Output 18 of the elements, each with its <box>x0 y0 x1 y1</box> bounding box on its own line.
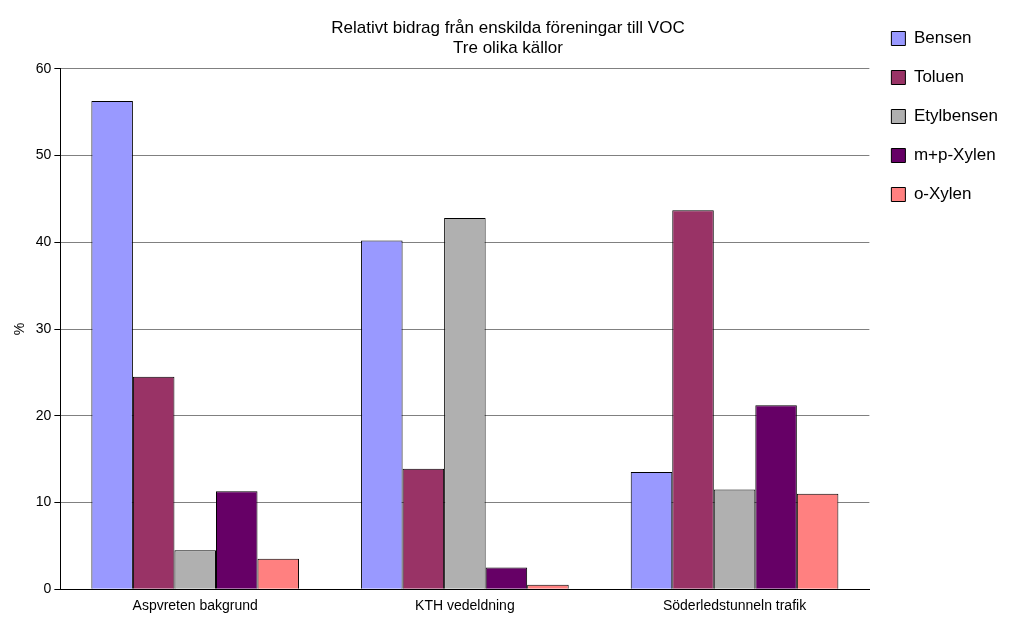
y-tick-label: 10 <box>35 493 52 510</box>
y-tick-label: 0 <box>43 580 52 597</box>
x-tick-label: KTH vedeldning <box>415 597 515 614</box>
legend-label: Toluen <box>913 67 964 87</box>
legend-label: Etylbensen <box>913 106 999 126</box>
legend-label: Bensen <box>913 28 972 48</box>
y-tick-label: 60 <box>35 59 52 76</box>
y-axis-title: % <box>11 322 28 336</box>
y-tick-label: 30 <box>35 319 52 336</box>
y-tick-label: 40 <box>35 233 52 250</box>
text: Tre olika källor <box>453 38 563 58</box>
x-tick-label: Söderledstunneln trafik <box>662 597 808 614</box>
y-tick-label: 50 <box>35 146 52 163</box>
y-tick-label: 20 <box>35 406 52 423</box>
legend-label: m+p-Xylen <box>913 145 996 165</box>
legend-label: o-Xylen <box>913 184 972 204</box>
text: Relativt bidrag från enskilda föreningar till VOC <box>331 17 685 37</box>
x-tick-label: Aspvreten bakgrund <box>132 597 258 614</box>
